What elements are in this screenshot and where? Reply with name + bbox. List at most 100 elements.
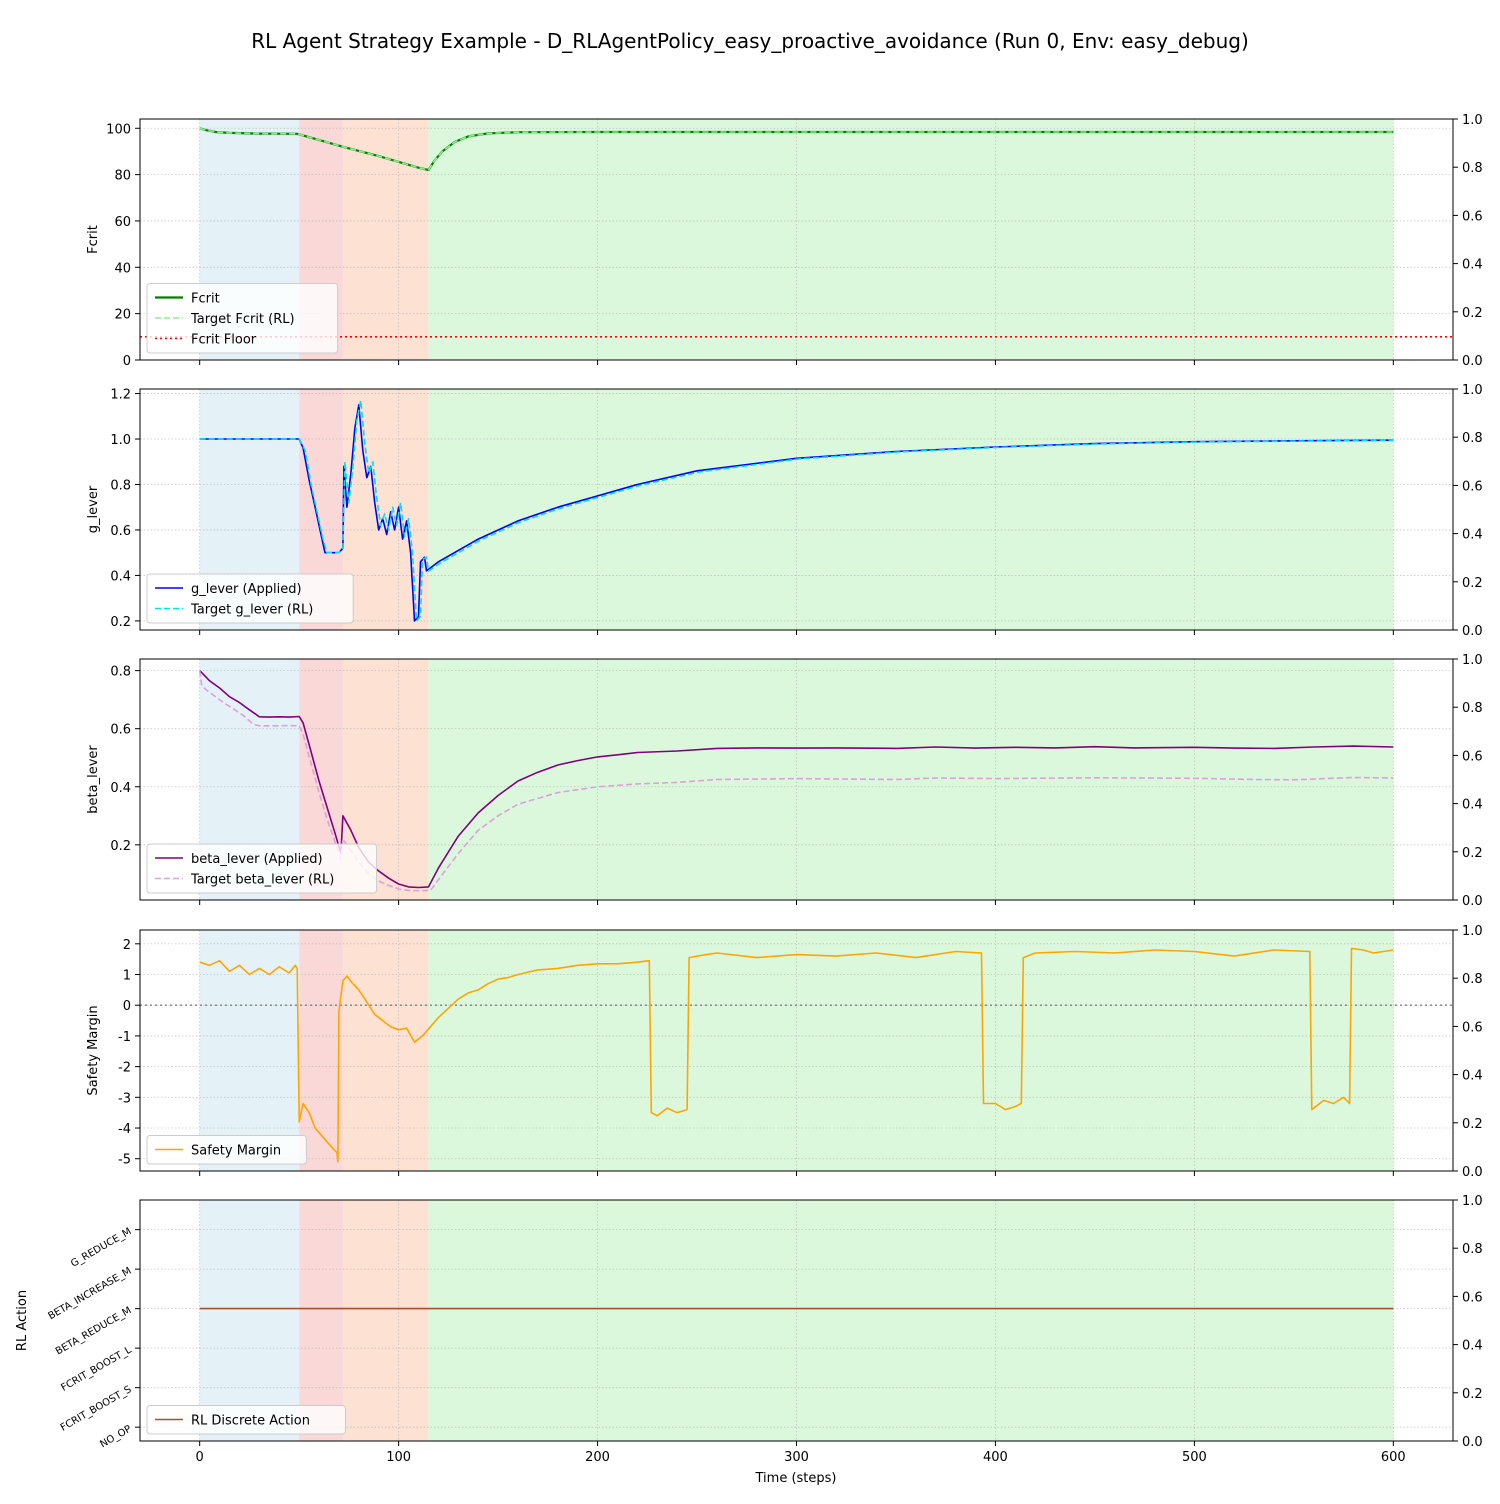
phase-region-1 bbox=[299, 1200, 343, 1441]
series-line-safety-margin bbox=[199, 947, 1394, 1163]
legend: g_lever (Applied) Target g_lever (RL) bbox=[146, 573, 354, 624]
y-tick-label: 80 bbox=[114, 169, 131, 184]
right-tick-label: 0.2 bbox=[1462, 1387, 1483, 1402]
phase-region-2 bbox=[342, 119, 429, 360]
x-tick-label: 400 bbox=[983, 1450, 1008, 1465]
y-tick-label: 0.2 bbox=[110, 839, 131, 854]
legend-box bbox=[146, 1135, 307, 1165]
right-tick-label: 0.4 bbox=[1462, 258, 1483, 273]
legend-box bbox=[146, 573, 354, 624]
right-tick-label: 1.0 bbox=[1462, 113, 1483, 128]
right-tick-label: 1.0 bbox=[1462, 1194, 1483, 1209]
y-axis-label: beta_lever bbox=[86, 745, 101, 814]
legend: Fcrit Target Fcrit (RL) Fcrit Floor bbox=[146, 283, 339, 354]
series-group bbox=[199, 947, 1394, 1163]
legend-label: Target g_lever (RL) bbox=[190, 603, 313, 618]
phase-region-0 bbox=[199, 1200, 300, 1441]
y-tick-label: 0.6 bbox=[110, 723, 131, 738]
y-axis-label: Safety Margin bbox=[86, 1005, 101, 1095]
panel-beta_lever: 0.2 0.4 0.6 0.8 0.0 0.2 0.4 0.6 0.8 1.0 beta_lever… bbox=[86, 653, 1483, 909]
series-group bbox=[198, 670, 1394, 892]
series-line-target-fcrit-rl- bbox=[199, 127, 1394, 171]
right-tick-label: 0.6 bbox=[1462, 209, 1483, 224]
right-tick-label: 1.0 bbox=[1462, 653, 1483, 668]
right-tick-label: 0.4 bbox=[1462, 798, 1483, 813]
panel-rl_action: 0 100 200 300 400 500 600NO_OPFCRIT_BOOST_SFCR… bbox=[15, 1194, 1483, 1465]
y-tick-label: 1 bbox=[123, 969, 131, 984]
right-tick-label: 0.4 bbox=[1462, 528, 1483, 543]
right-tick-label: 0.4 bbox=[1462, 1069, 1483, 1084]
right-tick-label: 0.0 bbox=[1462, 1435, 1483, 1450]
y-tick-label: -1 bbox=[118, 1030, 131, 1045]
legend-label: Safety Margin bbox=[191, 1144, 281, 1159]
legend: RL Discrete Action bbox=[146, 1405, 346, 1435]
phase-region-3 bbox=[428, 930, 1394, 1171]
legend: beta_lever (Applied) Target beta_lever (R… bbox=[146, 843, 378, 894]
right-tick-label: 0.2 bbox=[1462, 306, 1483, 321]
series-line-target-beta-lever-rl- bbox=[198, 670, 1394, 892]
legend: Safety Margin bbox=[146, 1135, 307, 1165]
y-axis-label: RL Action bbox=[15, 1290, 30, 1351]
y-tick-label: 0.8 bbox=[110, 478, 131, 493]
right-tick-label: 0.2 bbox=[1462, 1117, 1483, 1132]
series-group bbox=[199, 399, 1394, 622]
x-tick-label: 100 bbox=[386, 1450, 411, 1465]
x-tick-label: 200 bbox=[585, 1450, 610, 1465]
y-tick-label: 0.4 bbox=[110, 569, 131, 584]
panel-fcrit: 0204060801000.00.20.40.60.81.0FcritFcrit… bbox=[86, 113, 1483, 369]
right-tick-label: 0.6 bbox=[1462, 1020, 1483, 1035]
phase-region-3 bbox=[428, 119, 1394, 360]
right-tick-label: 0.6 bbox=[1462, 1290, 1483, 1305]
series-group bbox=[140, 127, 1453, 338]
right-tick-label: 0.8 bbox=[1462, 431, 1483, 446]
y-tick-label: -4 bbox=[118, 1122, 131, 1137]
series-line-g-lever-applied- bbox=[199, 404, 1394, 622]
y-tick-label: 1.0 bbox=[110, 433, 131, 448]
chart-title: RL Agent Strategy Example - D_RLAgentPol… bbox=[251, 29, 1249, 53]
y-tick-label: -3 bbox=[118, 1091, 131, 1106]
right-tick-label: 1.0 bbox=[1462, 924, 1483, 939]
panel-g_lever: 0.2 0.4 0.6 0.8 1.0 1.2 0.0 0.2 0.4 0.6 0.8 1.0 g_le… bbox=[86, 383, 1483, 639]
x-axis-label: Time (steps) bbox=[755, 1471, 837, 1486]
y-tick-label: -2 bbox=[118, 1061, 131, 1076]
series-line-target-g-lever-rl- bbox=[199, 399, 1394, 622]
legend-label: Fcrit bbox=[191, 292, 220, 307]
y-tick-label: 0.2 bbox=[110, 615, 131, 630]
y-tick-label: 100 bbox=[106, 122, 131, 137]
right-tick-label: 0.0 bbox=[1462, 354, 1483, 369]
legend-box bbox=[146, 1405, 346, 1435]
phase-region-3 bbox=[428, 389, 1394, 630]
right-tick-label: 0.2 bbox=[1462, 846, 1483, 861]
y-tick-label: 60 bbox=[114, 215, 131, 230]
phase-region-1 bbox=[299, 930, 343, 1171]
y-axis-label: Fcrit bbox=[86, 225, 101, 254]
x-tick-label: 600 bbox=[1381, 1450, 1406, 1465]
x-tick-label: 300 bbox=[784, 1450, 809, 1465]
panel-safety_margin: -5 -4 -3 -2 -1 0 1 2 0.0 0.2 0.4 0.6 0.8 1.0 Safety Ma… bbox=[86, 924, 1483, 1180]
right-tick-label: 0.8 bbox=[1462, 161, 1483, 176]
y-tick-label: 0.6 bbox=[110, 524, 131, 539]
right-tick-label: 0.2 bbox=[1462, 576, 1483, 591]
y-tick-label: 20 bbox=[114, 308, 131, 323]
y-tick-label: 2 bbox=[123, 938, 131, 953]
x-tick-label: 500 bbox=[1182, 1450, 1207, 1465]
legend-box bbox=[146, 843, 378, 894]
right-tick-label: 0.6 bbox=[1462, 479, 1483, 494]
legend-label: beta_lever (Applied) bbox=[191, 852, 323, 867]
y-tick-label: NO_OP bbox=[98, 1424, 133, 1451]
legend-label: RL Discrete Action bbox=[191, 1414, 310, 1429]
legend-box bbox=[146, 283, 339, 354]
right-tick-label: 1.0 bbox=[1462, 383, 1483, 398]
x-tick-label: 0 bbox=[196, 1450, 204, 1465]
phase-region-2 bbox=[342, 1200, 429, 1441]
y-tick-label: 0 bbox=[123, 999, 131, 1014]
phase-region-3 bbox=[428, 1200, 1394, 1441]
y-tick-label: -5 bbox=[118, 1153, 131, 1168]
y-tick-label: G_REDUCE_M bbox=[69, 1226, 133, 1270]
right-tick-label: 0.8 bbox=[1462, 1242, 1483, 1257]
legend-label: g_lever (Applied) bbox=[191, 582, 302, 597]
y-axis-label: g_lever bbox=[86, 485, 101, 533]
y-tick-label: 1.2 bbox=[110, 388, 131, 403]
